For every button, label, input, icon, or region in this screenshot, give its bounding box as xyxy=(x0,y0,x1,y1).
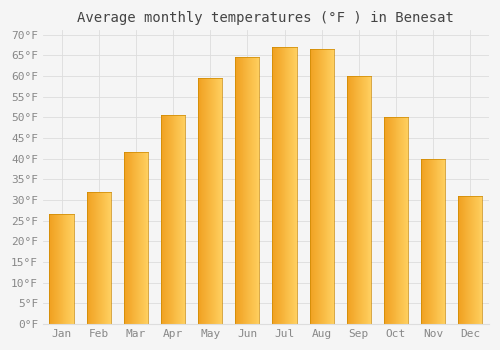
Title: Average monthly temperatures (°F ) in Benesat: Average monthly temperatures (°F ) in Be… xyxy=(78,11,454,25)
